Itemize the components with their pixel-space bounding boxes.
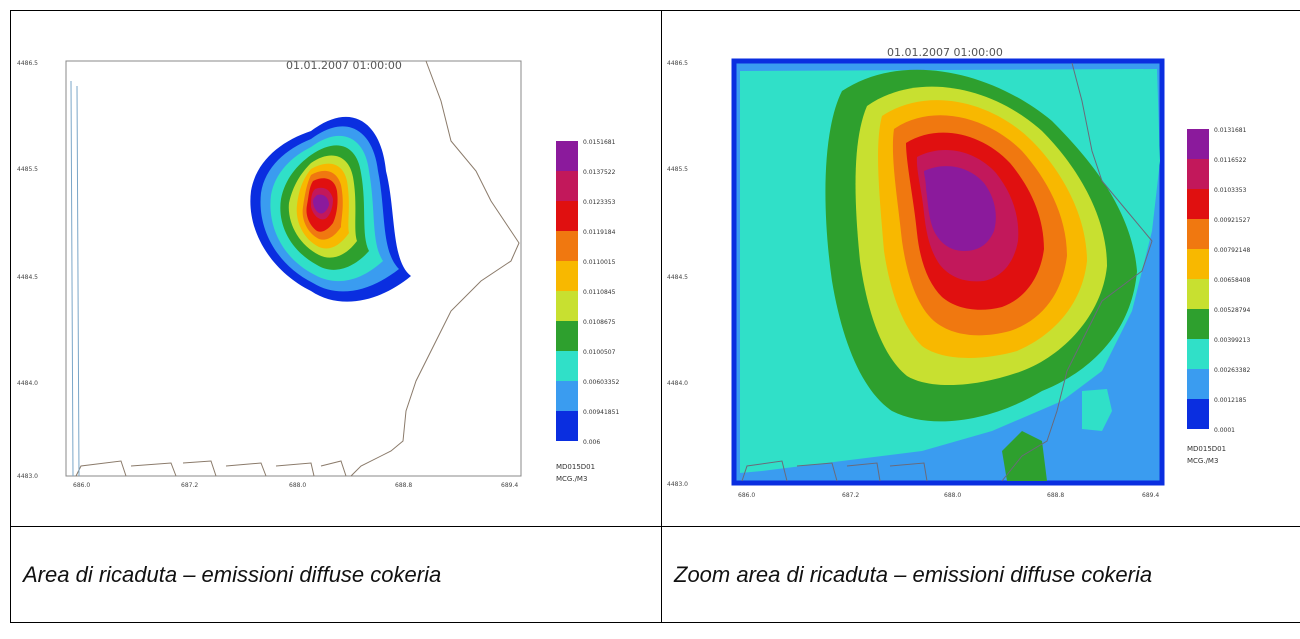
y-tick: 4484.0 [667,380,688,387]
color-legend: 0.0151681 0.0137522 0.0123353 0.0119184 … [556,139,619,483]
y-tick: 4486.5 [667,60,688,67]
legend-label: 0.00941851 [583,409,619,416]
legend-label: 0.0137522 [583,169,616,176]
legend-label: 0.0123353 [583,199,616,206]
dispersion-map-left: 01.01.2007 01:00:00 4486.5 4485.5 4484.5… [17,59,619,489]
legend-label: 0.0108675 [583,319,616,326]
x-tick: 686.0 [73,482,90,489]
x-tick: 688.0 [289,482,306,489]
legend-label: 0.0151681 [583,139,616,146]
legend-label: 0.0110015 [583,259,616,266]
legend-label: 0.0131681 [1214,127,1247,134]
legend-label: 0.00921527 [1214,217,1250,224]
x-tick: 688.8 [395,482,412,489]
legend-label: 0.0116522 [1214,157,1247,164]
figure-table: 01.01.2007 01:00:00 4486.5 4485.5 4484.5… [10,10,1300,623]
coastline-lines [70,60,520,477]
figure-caption: Area di ricaduta – emissioni diffuse cok… [23,562,442,587]
y-tick: 4485.5 [17,166,38,173]
color-legend: 0.0131681 0.0116522 0.0103353 0.00921527… [1187,127,1250,465]
legend-unit: MCG./M3 [1187,457,1218,465]
legend-label: 0.0119184 [583,229,616,236]
x-tick: 686.0 [738,492,755,499]
right-caption-cell: Zoom area di ricaduta – emissioni diffus… [661,526,1300,623]
legend-label: 0.00603352 [583,379,619,386]
x-tick: 689.4 [501,482,518,489]
legend-label: 0.006 [583,439,600,446]
y-tick: 4484.0 [17,380,38,387]
legend-title: MD015D01 [556,463,595,471]
x-tick: 688.8 [1047,492,1064,499]
right-figure-cell: 01.01.2007 01:00:00 [661,10,1300,527]
map-title: 01.01.2007 01:00:00 [286,59,402,72]
left-caption-cell: Area di ricaduta – emissioni diffuse cok… [10,526,662,623]
x-tick: 687.2 [181,482,198,489]
legend-unit: MCG./M3 [556,475,587,483]
y-tick: 4486.5 [17,60,38,67]
x-tick: 688.0 [944,492,961,499]
map-title: 01.01.2007 01:00:00 [887,46,1003,59]
zoom-coastline [741,62,1153,482]
dispersion-map-right: 01.01.2007 01:00:00 [667,46,1250,499]
y-tick: 4485.5 [667,166,688,173]
legend-label: 0.00528794 [1214,307,1250,314]
legend-label: 0.0110845 [583,289,616,296]
zoom-contours [740,69,1160,481]
figure-caption: Zoom area di ricaduta – emissioni diffus… [674,562,1153,587]
legend-label: 0.0001 [1214,427,1235,434]
legend-title: MD015D01 [1187,445,1226,453]
plot-frame [65,60,522,477]
x-tick: 687.2 [842,492,859,499]
legend-label: 0.00658408 [1214,277,1250,284]
plume-contours [250,116,411,302]
x-tick: 689.4 [1142,492,1159,499]
legend-label: 0.00399213 [1214,337,1250,344]
legend-label: 0.0100507 [583,349,616,356]
legend-label: 0.00263382 [1214,367,1250,374]
y-tick: 4483.0 [667,481,688,488]
left-figure-cell: 01.01.2007 01:00:00 4486.5 4485.5 4484.5… [10,10,662,527]
y-tick: 4483.0 [17,473,38,480]
legend-label: 0.00792148 [1214,247,1250,254]
legend-label: 0.0012185 [1214,397,1247,404]
y-tick: 4484.5 [667,274,688,281]
legend-label: 0.0103353 [1214,187,1247,194]
y-tick: 4484.5 [17,274,38,281]
